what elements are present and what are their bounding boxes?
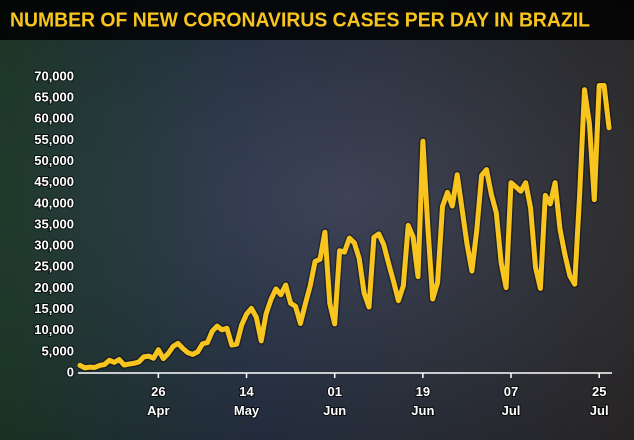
y-tick-label: 65,000 <box>34 90 74 105</box>
y-tick-label: 60,000 <box>34 111 74 126</box>
y-tick-label: 70,000 <box>34 68 74 83</box>
x-tick-label: 19 Jun <box>411 384 434 418</box>
y-tick-label: 25,000 <box>34 259 74 274</box>
x-tick-label: 01 Jun <box>323 384 346 418</box>
y-tick-label: 5,000 <box>41 343 74 358</box>
y-tick-label: 20,000 <box>34 280 74 295</box>
x-tick-label: 07 Jul <box>502 384 521 418</box>
title-band <box>0 0 634 40</box>
y-tick-label: 0 <box>67 364 74 379</box>
y-tick-label: 45,000 <box>34 174 74 189</box>
y-tick-label: 15,000 <box>34 301 74 316</box>
y-tick-label: 40,000 <box>34 195 74 210</box>
y-tick-label: 10,000 <box>34 322 74 337</box>
chart-title: NUMBER OF NEW CORONAVIRUS CASES PER DAY … <box>10 9 590 31</box>
x-tick-label: 14 May <box>234 384 260 418</box>
y-tick-label: 35,000 <box>34 216 74 231</box>
y-tick-label: 30,000 <box>34 238 74 253</box>
x-tick-label: 26 Apr <box>147 384 169 418</box>
y-tick-label: 50,000 <box>34 153 74 168</box>
series-line <box>77 83 612 371</box>
y-tick-label: 55,000 <box>34 132 74 147</box>
x-tick-label: 25 Jul <box>590 384 609 418</box>
